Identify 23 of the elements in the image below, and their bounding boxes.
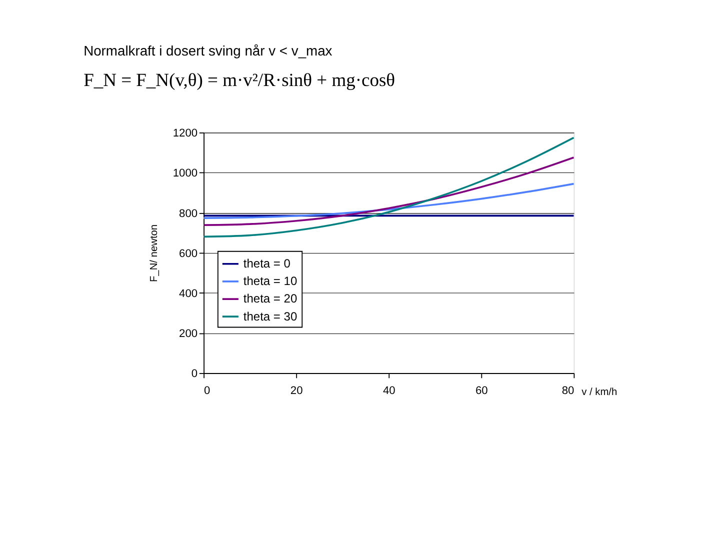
y-tick-label: 200 [179, 328, 198, 340]
legend-label: theta = 20 [243, 292, 298, 306]
line-series [202, 156, 575, 226]
x-tick-label: 40 [382, 384, 396, 397]
x-axis-title: v / km/h [582, 386, 618, 398]
y-tick-label: 1000 [172, 168, 198, 180]
y-tick-label: 400 [179, 288, 198, 300]
line-series [202, 182, 575, 219]
x-tick-label: 20 [290, 384, 303, 397]
y-axis-title: F_N/ newton [149, 224, 160, 282]
legend-label: theta = 30 [243, 309, 298, 324]
x-tick-label: 60 [475, 384, 488, 397]
chart-subtitle: F_N = F_N(v,θ) = m·v²/R·sinθ + mg·cosθ [84, 71, 396, 92]
y-tick-label: 1200 [172, 128, 198, 140]
chart-title: Normalkraft i dosert sving når v < v_max [84, 42, 332, 59]
y-tick-label: 800 [179, 208, 198, 220]
line-series [202, 136, 575, 238]
x-tick-label: 80 [562, 384, 574, 397]
y-tick-label: 600 [179, 248, 198, 260]
x-tick-label: 0 [204, 384, 210, 397]
y-tick-label: 0 [191, 368, 198, 380]
legend-label: theta = 0 [243, 256, 291, 271]
legend-label: theta = 10 [243, 274, 298, 288]
